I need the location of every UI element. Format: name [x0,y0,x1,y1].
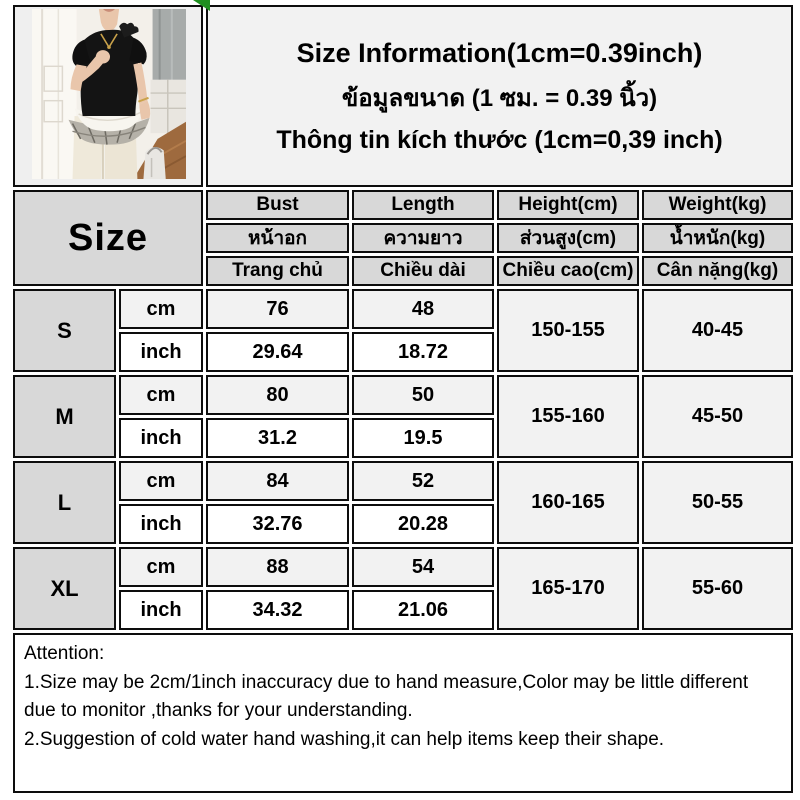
header-length-th: ความยาว [352,223,494,253]
size-chart-table: Size Information(1cm=0.39inch) ข้อมูลขนา… [13,5,793,793]
row-m-size: M [13,375,116,458]
row-m-unit-cm: cm [119,375,203,415]
row-m-bust-cm: 80 [206,375,349,415]
row-xl-bust-cm: 88 [206,547,349,587]
row-l-unit-inch: inch [119,504,203,544]
title-thai: ข้อมูลขนาด (1 ซม. = 0.39 นิ้ว) [341,84,658,112]
header-bust-th: หน้าอก [206,223,349,253]
row-s-length-cm: 48 [352,289,494,329]
row-s-length-inch: 18.72 [352,332,494,372]
row-l-bust-cm: 84 [206,461,349,501]
row-m-weight: 45-50 [642,375,793,458]
row-xl-unit-cm: cm [119,547,203,587]
header-length-vi: Chiều dài [352,256,494,286]
row-s-unit-cm: cm [119,289,203,329]
row-xl-length-inch: 21.06 [352,590,494,630]
title-vietnamese: Thông tin kích thước (1cm=0,39 inch) [276,125,723,154]
size-header: Size [13,190,203,286]
header-bust-vi: Trang chủ [206,256,349,286]
row-l-length-cm: 52 [352,461,494,501]
attention-line-2: 2.Suggestion of cold water hand washing,… [24,728,665,750]
row-l-size: L [13,461,116,544]
product-photo [32,9,186,179]
row-xl-height: 165-170 [497,547,639,630]
row-m-length-inch: 19.5 [352,418,494,458]
title-english: Size Information(1cm=0.39inch) [296,37,703,68]
header-weight-th: น้ำหนัก(kg) [642,223,793,253]
row-xl-bust-inch: 34.32 [206,590,349,630]
row-s-height: 150-155 [497,289,639,372]
row-l-length-inch: 20.28 [352,504,494,544]
header-height-en: Height(cm) [497,190,639,220]
header-weight-vi: Cân nặng(kg) [642,256,793,286]
row-l-weight: 50-55 [642,461,793,544]
row-xl-length-cm: 54 [352,547,494,587]
corner-flag-icon [193,0,210,11]
attention-title: Attention: [24,643,105,664]
row-s-unit-inch: inch [119,332,203,372]
header-height-th: ส่วนสูง(cm) [497,223,639,253]
header-height-vi: Chiều cao(cm) [497,256,639,286]
header-length-en: Length [352,190,494,220]
row-l-bust-inch: 32.76 [206,504,349,544]
header-weight-en: Weight(kg) [642,190,793,220]
row-m-bust-inch: 31.2 [206,418,349,458]
row-s-bust-cm: 76 [206,289,349,329]
attention-line-1: 1.Size may be 2cm/1inch inaccuracy due t… [24,671,749,722]
row-xl-size: XL [13,547,116,630]
row-l-height: 160-165 [497,461,639,544]
row-l-unit-cm: cm [119,461,203,501]
row-m-length-cm: 50 [352,375,494,415]
row-s-size: S [13,289,116,372]
row-m-unit-inch: inch [119,418,203,458]
product-photo-cell [13,5,203,187]
row-xl-unit-inch: inch [119,590,203,630]
row-s-bust-inch: 29.64 [206,332,349,372]
row-s-weight: 40-45 [642,289,793,372]
row-m-height: 155-160 [497,375,639,458]
title-block: Size Information(1cm=0.39inch) ข้อมูลขนา… [206,5,793,187]
header-bust-en: Bust [206,190,349,220]
attention-box: Attention: 1.Size may be 2cm/1inch inacc… [13,633,793,793]
row-xl-weight: 55-60 [642,547,793,630]
